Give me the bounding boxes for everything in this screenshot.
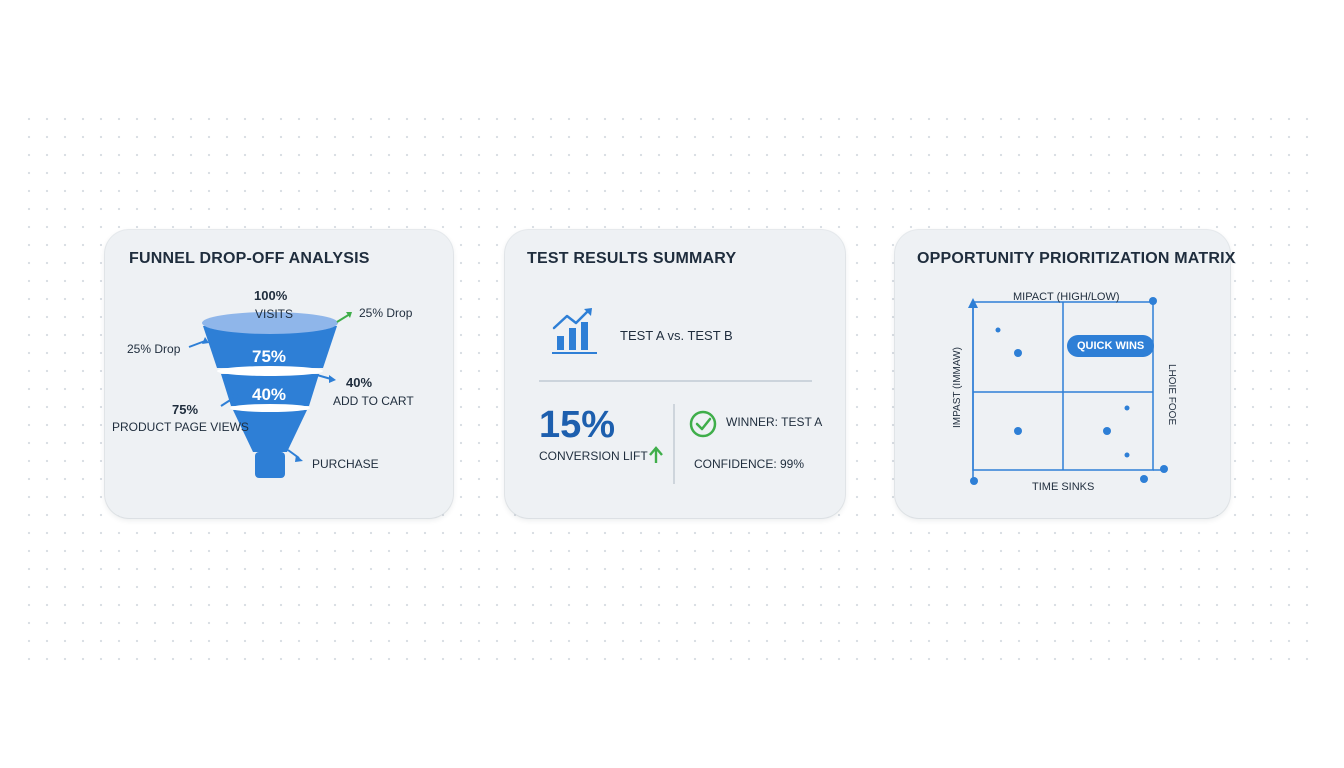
test-comparison-label: TEST A vs. TEST B [620,328,733,343]
left-drop-connector [188,340,206,348]
matrix-point [1124,452,1130,458]
bar-chart-trend-icon [552,308,597,354]
cart-percent: 40% [346,375,373,390]
matrix-point [1103,427,1111,435]
purchase-label: PURCHASE [312,457,379,471]
confidence-label: CONFIDENCE: 99% [694,457,805,471]
right-drop-connector [336,313,351,323]
matrix-graphic [968,297,1168,485]
cart-connector [316,374,332,380]
test-graphics [539,308,812,484]
purchase-arrow-icon [295,455,303,462]
test-card-title: TEST RESULTS SUMMARY [527,250,737,267]
matrix-point [1014,427,1022,435]
product-connector [220,396,236,407]
winner-label: WINNER: TEST A [726,415,823,429]
left-drop-arrow-icon [202,337,209,344]
right-drop-arrow-icon [346,312,352,318]
bottom-axis-label: TIME SINKS [1032,481,1095,493]
matrix-card-title: OPPORTUNITY PRIORITIZATION MATRIX [917,250,1236,267]
quick-wins-badge: QUICK WINS [1067,335,1155,357]
funnel-separator [217,366,323,376]
funnel-card-title: FUNNEL DROP-OFF ANALYSIS [129,250,370,267]
corner-point [1149,297,1157,305]
segment-1-value: 75% [252,347,287,366]
cart-label: ADD TO CART [333,394,414,408]
segment-2-value: 40% [252,385,287,404]
lift-value: 15% [539,404,616,446]
test-results-card: TEST RESULTS SUMMARY TEST A vs. TEST B 1… [505,230,845,518]
arrow-up-icon [649,446,663,463]
y-axis-arrow-icon [968,298,978,308]
check-circle-icon [689,410,717,438]
left-drop-label: 25% Drop [127,342,181,356]
funnel-card: FUNNEL DROP-OFF ANALYSIS 100% VISITS 25%… [105,230,453,518]
funnel-separator [230,404,310,412]
product-percent: 75% [172,402,199,417]
funnel-segment-3 [233,410,307,452]
matrix-point [995,327,1001,333]
top-axis-label: MIPACT (HIGH/LOW) [1013,291,1120,303]
funnel-graphic [188,312,352,478]
funnel-segment-2 [221,374,319,406]
corner-point [970,477,978,485]
product-label: PRODUCT PAGE VIEWS [112,420,249,434]
right-axis-label: LHOIE FOOE [1166,364,1177,426]
funnel-top-rim [202,312,338,334]
corner-point [1140,475,1148,483]
left-axis-label: IMPAST (IMMAW) [952,347,963,428]
corner-point [1160,465,1168,473]
matrix-card: OPPORTUNITY PRIORITIZATION MATRIX MIPACT… [895,230,1236,518]
top-percent: 100% [254,288,288,303]
cart-arrow-icon [329,375,336,383]
top-label: VISITS [255,307,294,321]
matrix-point [1014,349,1022,357]
funnel-stem [255,452,285,478]
matrix-point [1124,405,1130,411]
funnel-segment-1 [203,326,337,368]
lift-label: CONVERSION LIFT [539,449,648,463]
right-drop-label: 25% Drop [359,306,413,320]
product-arrow-icon [232,394,239,401]
